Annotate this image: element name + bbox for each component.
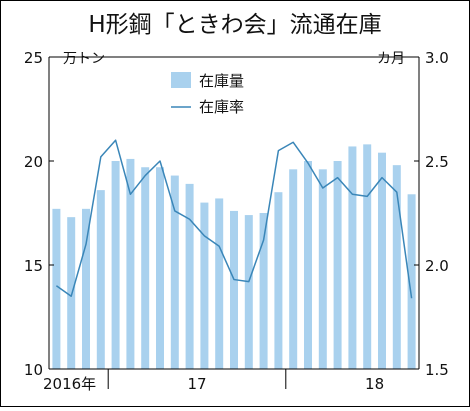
left-tick-label-1: 15: [24, 257, 43, 275]
bar-8: [170, 175, 179, 369]
bar-22: [378, 152, 386, 369]
bar-23: [392, 165, 401, 369]
bar-15: [274, 192, 283, 369]
right-tick-label-2: 2.5: [425, 153, 449, 171]
bar-16: [289, 169, 298, 369]
bar-9: [185, 183, 194, 369]
right-tick-label-0: 1.5: [425, 361, 449, 379]
bar-20: [348, 146, 357, 369]
plot-area: 10 15 20 25 1.5 2.0 2.5 3.0 2016年 17 18: [24, 49, 449, 393]
x-label-2: 18: [365, 375, 384, 393]
bar-7: [156, 167, 164, 369]
bar-17: [304, 161, 312, 369]
left-tick-label-3: 25: [24, 49, 43, 67]
bar-0: [52, 208, 61, 369]
line-series: [55, 139, 413, 299]
bar-24: [407, 194, 416, 369]
bar-12: [230, 210, 238, 369]
bar-6: [141, 167, 150, 369]
legend-bar-swatch: [171, 72, 191, 88]
bar-2: [82, 208, 90, 369]
legend: 在庫量 在庫率: [171, 72, 244, 116]
bar-19: [333, 161, 342, 369]
left-axis-unit: 万トン: [63, 51, 105, 67]
left-tick-label-0: 10: [24, 361, 43, 379]
right-axis-unit: カ月: [377, 51, 405, 67]
bar-10: [200, 202, 209, 369]
bar-3: [96, 190, 105, 369]
right-tick-label-3: 3.0: [425, 49, 449, 67]
bar-11: [215, 198, 224, 369]
x-label-1: 17: [187, 375, 206, 393]
bar-14: [259, 213, 268, 369]
chart-title: H形鋼「ときわ会」流通在庫: [88, 12, 381, 38]
bar-21: [363, 144, 372, 369]
bar-5: [126, 158, 135, 369]
legend-bar-label: 在庫量: [199, 72, 244, 90]
left-tick-label-2: 20: [24, 153, 43, 171]
bar-1: [67, 217, 76, 369]
bar-13: [244, 215, 253, 369]
right-tick-label-1: 2.0: [425, 257, 449, 275]
bar-18: [318, 169, 327, 369]
legend-line-label: 在庫率: [199, 98, 244, 116]
x-label-0: 2016年: [43, 375, 96, 393]
bar-4: [111, 161, 120, 369]
